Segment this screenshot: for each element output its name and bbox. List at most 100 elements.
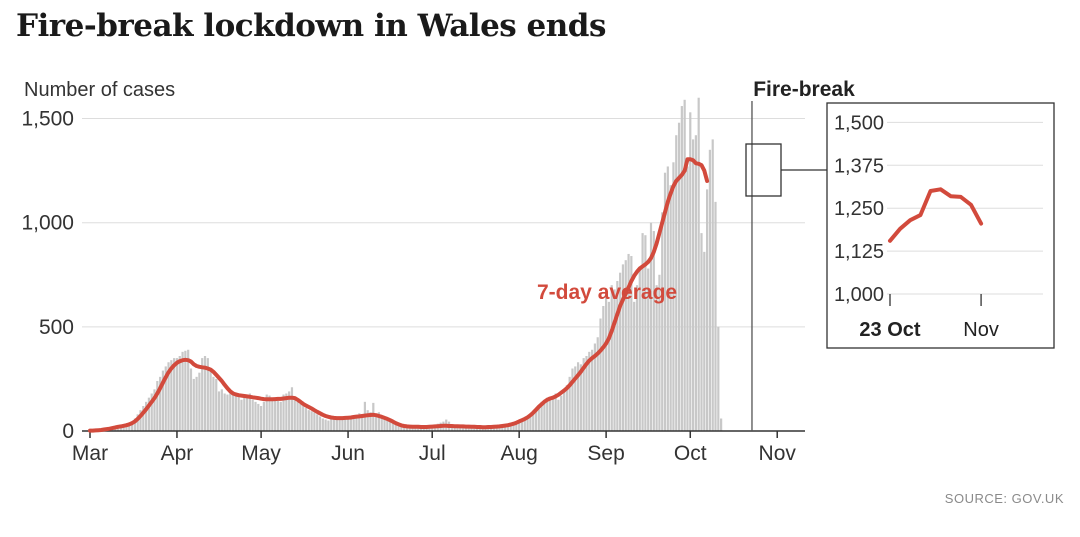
inset-y-tick-label: 1,250: [834, 198, 884, 220]
bar: [473, 427, 476, 431]
bar: [175, 358, 179, 432]
bar: [560, 395, 563, 431]
main-labels: 0 500 1,000 1,500 Number of cases Mar Apr May Ju…: [21, 78, 855, 465]
bar: [243, 397, 246, 431]
bar: [708, 149, 712, 432]
bar: [464, 426, 467, 431]
bar: [128, 423, 131, 431]
bar: [189, 368, 193, 431]
bar: [518, 422, 521, 431]
bar: [562, 389, 566, 431]
bar: [389, 420, 392, 431]
main-bars: [88, 97, 723, 432]
bar: [417, 426, 420, 431]
bar: [543, 399, 546, 431]
bar: [613, 289, 616, 431]
bar: [495, 426, 498, 431]
y-tick-label: 500: [39, 316, 74, 339]
bar: [647, 268, 650, 431]
bar: [694, 135, 697, 431]
bar: [383, 416, 386, 431]
bar: [178, 356, 181, 431]
bar: [579, 364, 582, 431]
bar: [419, 427, 423, 431]
bar: [150, 393, 153, 431]
inset-y-tick-label: 1,500: [834, 112, 884, 134]
bar: [523, 420, 526, 431]
bar: [156, 381, 159, 431]
bar: [274, 399, 277, 431]
bar: [686, 166, 689, 431]
bar: [321, 418, 324, 431]
bar: [220, 389, 223, 431]
bar: [470, 426, 473, 431]
bar: [627, 253, 630, 431]
bar: [206, 358, 209, 432]
inset-chart: 1,000 1,125 1,250 1,375 1,500 23 Oct Nov: [826, 102, 1055, 349]
bar: [299, 403, 302, 431]
bar: [245, 395, 249, 431]
bar: [316, 414, 319, 431]
bar: [276, 400, 280, 431]
bar: [689, 112, 692, 432]
bar: [122, 425, 125, 431]
bar: [588, 351, 591, 431]
bar: [119, 426, 122, 431]
bar: [400, 426, 403, 431]
bar: [576, 362, 580, 431]
bar: [526, 418, 529, 431]
bar: [181, 351, 184, 431]
bar: [537, 406, 540, 431]
bar: [425, 427, 428, 431]
bar: [271, 397, 274, 431]
bar: [633, 301, 636, 431]
bar: [582, 358, 585, 432]
bar: [279, 401, 282, 431]
bar: [268, 395, 271, 431]
bar: [661, 212, 664, 431]
bar: [652, 231, 655, 431]
bar: [375, 414, 378, 431]
fire-break-label: Fire-break: [753, 78, 855, 101]
bar: [139, 410, 142, 431]
x-tick-label: Apr: [161, 442, 194, 465]
bar: [394, 422, 397, 431]
bar: [304, 408, 308, 431]
bar: [358, 413, 361, 431]
bar: [173, 358, 176, 432]
bar: [610, 285, 613, 431]
bar: [397, 425, 400, 431]
bar: [203, 356, 207, 431]
bar: [680, 106, 683, 432]
bar: [512, 423, 515, 431]
bar: [593, 343, 596, 431]
bar: [313, 412, 316, 431]
bar: [571, 368, 574, 431]
bar: [130, 422, 134, 431]
inset-x-tick-label: Nov: [963, 319, 999, 341]
x-tick-label: Sep: [587, 442, 624, 465]
bar: [605, 295, 608, 432]
bar: [691, 139, 695, 431]
bar: [475, 427, 479, 431]
bar: [335, 418, 338, 431]
bar: [591, 349, 594, 431]
bar: [461, 426, 465, 431]
bar: [515, 423, 518, 431]
bar: [288, 391, 291, 431]
bar: [234, 392, 237, 431]
bar: [346, 417, 350, 431]
bar: [282, 394, 285, 431]
bar: [487, 427, 490, 431]
bar: [215, 378, 218, 432]
bar: [330, 418, 333, 431]
bar: [355, 415, 358, 431]
bar: [327, 420, 330, 431]
bar: [459, 426, 462, 431]
x-tick-label: Oct: [674, 442, 707, 465]
bar: [153, 389, 156, 431]
bar: [675, 135, 678, 431]
bar: [703, 251, 706, 431]
bar: [217, 391, 221, 431]
